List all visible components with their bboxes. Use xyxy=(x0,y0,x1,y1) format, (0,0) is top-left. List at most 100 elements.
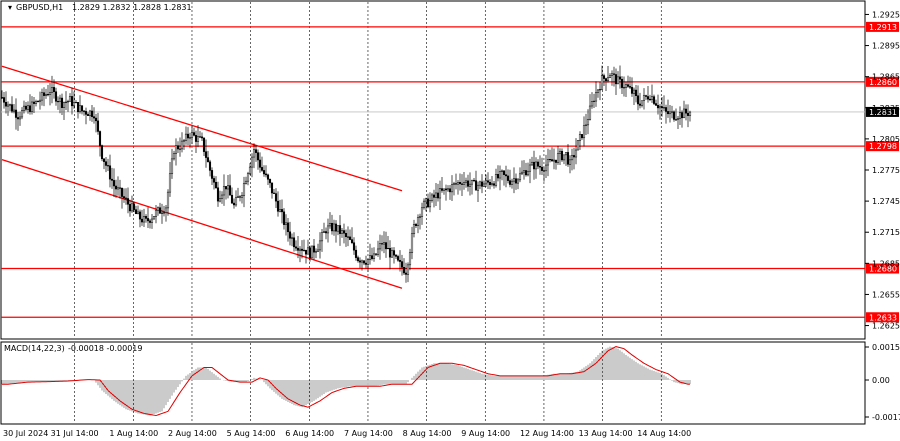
candle-body xyxy=(680,112,684,119)
candle-body xyxy=(642,95,646,101)
candle-body xyxy=(528,164,532,172)
candle-body xyxy=(92,116,96,119)
candle-body xyxy=(258,159,262,168)
price-tick-label: 1.2835 xyxy=(872,104,900,113)
candle-body xyxy=(658,106,662,109)
candle-body xyxy=(96,120,100,132)
symbol-label: GBPUSD,H1 xyxy=(16,3,63,12)
candle-body xyxy=(62,102,66,108)
candle-body xyxy=(358,260,362,263)
candle-body xyxy=(500,170,504,172)
candle-body xyxy=(402,267,406,274)
candle-body xyxy=(124,197,128,199)
level-tag-label: 1.2860 xyxy=(869,78,897,87)
price-tick-label: 1.2655 xyxy=(872,290,900,299)
candle-body xyxy=(106,165,110,167)
candle-body xyxy=(132,203,136,210)
candle-body xyxy=(46,94,50,96)
candle-body xyxy=(670,111,674,113)
candle-body xyxy=(508,180,512,185)
candle-body xyxy=(372,253,376,259)
candle-body xyxy=(560,150,564,161)
macd-axis: 0.00158 0.00 -0.00177 xyxy=(865,343,900,422)
candle-body xyxy=(436,192,440,199)
level-tag xyxy=(866,312,899,323)
candle-body xyxy=(218,198,222,202)
candle-body xyxy=(630,87,634,94)
candle-body xyxy=(50,87,54,93)
candle-body xyxy=(350,239,354,243)
candle-body xyxy=(582,125,586,139)
candle-body xyxy=(158,207,162,214)
level-tag xyxy=(866,76,899,87)
candle-body xyxy=(316,249,320,252)
candle-body xyxy=(478,181,482,186)
candle-body xyxy=(382,242,386,245)
candle-body xyxy=(154,210,158,217)
candle-body xyxy=(634,89,638,96)
candle-body xyxy=(388,247,392,258)
candle-body xyxy=(628,86,632,88)
candle-body xyxy=(298,248,302,251)
candle-body xyxy=(394,254,398,257)
candle-body xyxy=(414,224,418,227)
candle-body xyxy=(120,188,124,197)
candle-body xyxy=(390,250,394,258)
candle-body xyxy=(380,243,384,245)
candle-body xyxy=(138,211,142,220)
candle-body xyxy=(458,182,462,185)
candle-body xyxy=(142,216,146,223)
candle-body xyxy=(242,183,246,196)
candle-body xyxy=(532,161,536,170)
candle-body xyxy=(10,104,14,112)
price-axis: 1.2925 1.2895 1.2865 1.2835 1.2805 1.2775 1.27… xyxy=(865,10,900,331)
candle-body xyxy=(72,102,76,107)
candle-body xyxy=(536,161,540,167)
candle-body xyxy=(584,124,588,126)
level-tag-label: 1.2633 xyxy=(869,313,897,322)
candle-body xyxy=(330,222,334,232)
candle-body xyxy=(200,136,204,139)
candle-body xyxy=(282,211,286,225)
candle-body xyxy=(668,111,672,115)
candle-body xyxy=(408,252,412,266)
time-tick-label: 7 Aug 14:00 xyxy=(344,429,393,438)
candle-body xyxy=(622,87,626,89)
candle-body xyxy=(222,186,226,196)
candle-body xyxy=(304,249,308,255)
candle-body xyxy=(472,179,476,182)
candle-body xyxy=(524,170,528,176)
candle-body xyxy=(676,118,680,120)
candle-body xyxy=(504,174,508,177)
candle-body xyxy=(384,242,388,250)
candle-body xyxy=(58,97,62,102)
time-tick-label: 30 Jul 2024 xyxy=(3,429,48,438)
candle-body xyxy=(538,166,542,168)
ohlc-label: 1.2829 1.2832 1.2828 1.2831 xyxy=(72,3,192,12)
candle-body xyxy=(542,170,546,172)
candle-body xyxy=(576,140,580,151)
candle-body xyxy=(86,114,90,116)
candle-body xyxy=(656,105,660,109)
candle-body xyxy=(492,183,496,186)
candle-body xyxy=(360,260,364,263)
candle-body xyxy=(340,230,344,234)
candle-body xyxy=(280,209,284,213)
candle-body xyxy=(450,184,454,193)
macd-tick-label: -0.00177 xyxy=(872,413,900,422)
candle-body xyxy=(290,237,294,239)
candle-body xyxy=(74,102,78,104)
candle-body xyxy=(688,111,692,116)
candle-body xyxy=(362,260,366,264)
candle-body xyxy=(392,250,396,256)
candle-body xyxy=(604,78,608,82)
candle-body xyxy=(40,92,44,101)
candle-body xyxy=(172,153,176,160)
candle-body xyxy=(270,182,274,194)
candle-body xyxy=(592,100,596,102)
macd-indicator xyxy=(1,346,691,417)
level-tag xyxy=(866,141,899,152)
candle-body xyxy=(518,173,522,181)
candle-body xyxy=(244,180,248,184)
